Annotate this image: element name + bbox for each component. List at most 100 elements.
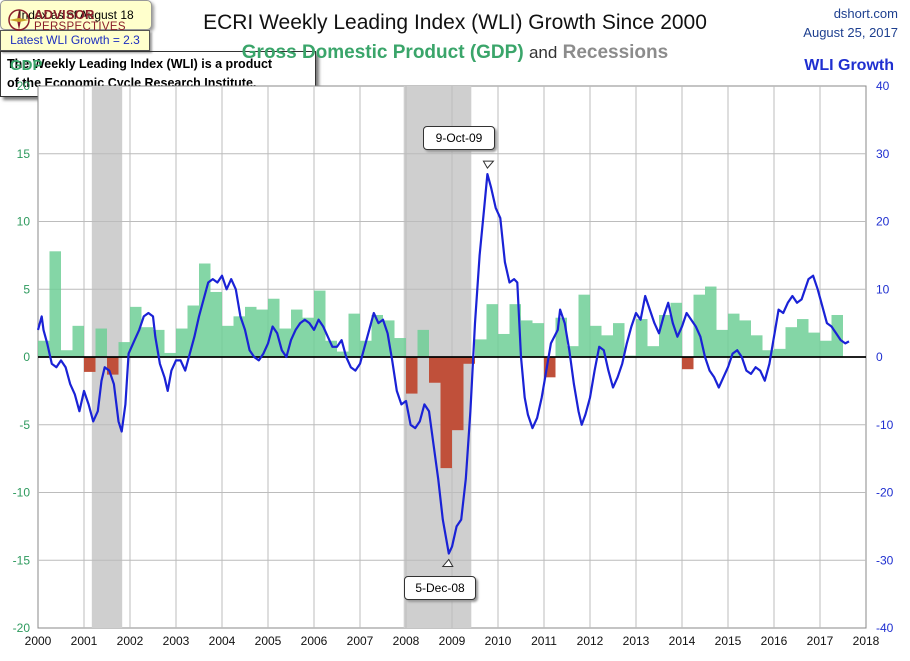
gdp-bar — [245, 306, 257, 357]
gdp-bar — [521, 320, 533, 357]
trough-pointer — [441, 558, 454, 567]
gdp-bar — [486, 304, 498, 357]
gdp-bar — [567, 346, 579, 357]
gdp-bar — [61, 350, 73, 357]
gdp-bar — [84, 357, 96, 372]
right-tick-label: -20 — [876, 486, 894, 500]
gdp-bar — [751, 335, 763, 357]
right-tick-label: -30 — [876, 553, 894, 567]
left-tick-label: -10 — [13, 486, 31, 500]
source-note-line1: The Weekly Leading Index (WLI) is a prod… — [7, 57, 273, 71]
left-tick-label: 20 — [17, 79, 31, 93]
gdp-bar — [176, 328, 188, 357]
right-tick-label: 20 — [876, 215, 890, 229]
gdp-bar — [820, 340, 832, 357]
x-tick-label: 2018 — [853, 634, 880, 648]
left-tick-label: -20 — [13, 621, 31, 635]
gdp-bar — [475, 339, 487, 357]
gdp-bar — [164, 352, 176, 357]
gdp-bar — [130, 306, 142, 357]
left-axis-label: GDP — [10, 57, 43, 74]
wli-growth-line — [36, 173, 850, 555]
right-tick-label: -40 — [876, 621, 894, 635]
x-tick-label: 2011 — [531, 634, 557, 648]
gdp-bar — [636, 319, 648, 357]
gdp-bar — [429, 357, 441, 383]
gdp-bar — [371, 314, 383, 357]
right-tick-label: 30 — [876, 147, 890, 161]
right-tick-label: 40 — [876, 79, 890, 93]
gdp-bar — [728, 313, 740, 357]
x-tick-label: 2006 — [301, 634, 328, 648]
x-tick-label: 2000 — [25, 634, 52, 648]
gdp-bar — [797, 319, 809, 357]
gdp-bar — [199, 263, 211, 357]
compass-icon — [8, 9, 30, 31]
right-axis-label: WLI Growth — [804, 57, 894, 74]
chart-subtitle: Gross Domestic Product (GDP) and Recessi… — [0, 42, 910, 64]
gdp-bar — [302, 317, 314, 357]
gdp-bar — [578, 294, 590, 357]
gdp-bar — [348, 313, 360, 357]
gdp-bar — [49, 251, 61, 357]
gdp-bar — [452, 357, 464, 431]
peak-pointer — [482, 160, 495, 169]
x-tick-label: 2008 — [393, 634, 420, 648]
x-tick-label: 2003 — [163, 634, 190, 648]
gdp-bar — [613, 323, 625, 357]
x-tick-label: 2005 — [255, 634, 282, 648]
x-tick-label: 2015 — [715, 634, 742, 648]
gdp-bar — [555, 317, 567, 357]
chart-title: ECRI Weekly Leading Index (WLI) Growth S… — [203, 11, 707, 34]
x-tick-label: 2012 — [577, 634, 604, 648]
gdp-bar — [705, 286, 717, 357]
logo-line1: ADVISOR — [34, 7, 95, 22]
gdp-bar — [360, 340, 372, 357]
advisor-perspectives-logo: ADVISOR PERSPECTIVES — [8, 7, 148, 35]
gdp-bar — [659, 314, 671, 357]
gdp-bar — [325, 340, 337, 357]
gdp-bar — [233, 316, 245, 357]
gdp-bar — [118, 342, 130, 357]
gdp-bar — [808, 332, 820, 357]
x-tick-label: 2001 — [71, 634, 98, 648]
gdp-bar — [762, 350, 774, 357]
x-tick-label: 2013 — [623, 634, 650, 648]
right-tick-label: 0 — [876, 350, 883, 364]
gdp-bar — [222, 325, 234, 357]
gdp-bar — [210, 291, 222, 357]
subtitle-gdp: Gross Domestic Product (GDP) — [241, 42, 524, 63]
subtitle-recessions: Recessions — [562, 42, 669, 63]
gdp-bar — [498, 333, 510, 357]
gdp-bar — [406, 357, 418, 394]
right-tick-label: -10 — [876, 418, 894, 432]
gdp-bar — [682, 357, 694, 370]
gdp-bar — [107, 357, 119, 375]
trough-callout: 5-Dec-08 — [404, 576, 476, 600]
gdp-bar — [647, 346, 659, 357]
gdp-bar — [72, 325, 84, 357]
gdp-bar — [187, 305, 199, 357]
gdp-bar — [440, 357, 452, 469]
x-tick-label: 2007 — [347, 634, 374, 648]
left-tick-label: 10 — [17, 215, 31, 229]
gdp-bar — [337, 351, 349, 357]
gdp-bar — [314, 290, 326, 357]
site-label: dshort.com — [833, 6, 898, 21]
subtitle-and: and — [528, 43, 558, 62]
gdp-bar — [544, 357, 556, 378]
x-tick-label: 2014 — [669, 634, 696, 648]
x-tick-label: 2009 — [439, 634, 466, 648]
gdp-bar — [590, 325, 602, 357]
gdp-bar — [693, 294, 705, 357]
gdp-bar — [774, 348, 786, 357]
gdp-bar — [532, 323, 544, 357]
right-tick-label: 10 — [876, 282, 890, 296]
left-tick-label: 5 — [23, 282, 30, 296]
index-date-box: Index as of August 18 — [0, 0, 152, 30]
gdp-bar — [291, 309, 303, 357]
x-tick-label: 2004 — [209, 634, 236, 648]
x-tick-label: 2010 — [485, 634, 512, 648]
gdp-bar — [463, 357, 475, 364]
gdp-bar — [279, 328, 291, 357]
